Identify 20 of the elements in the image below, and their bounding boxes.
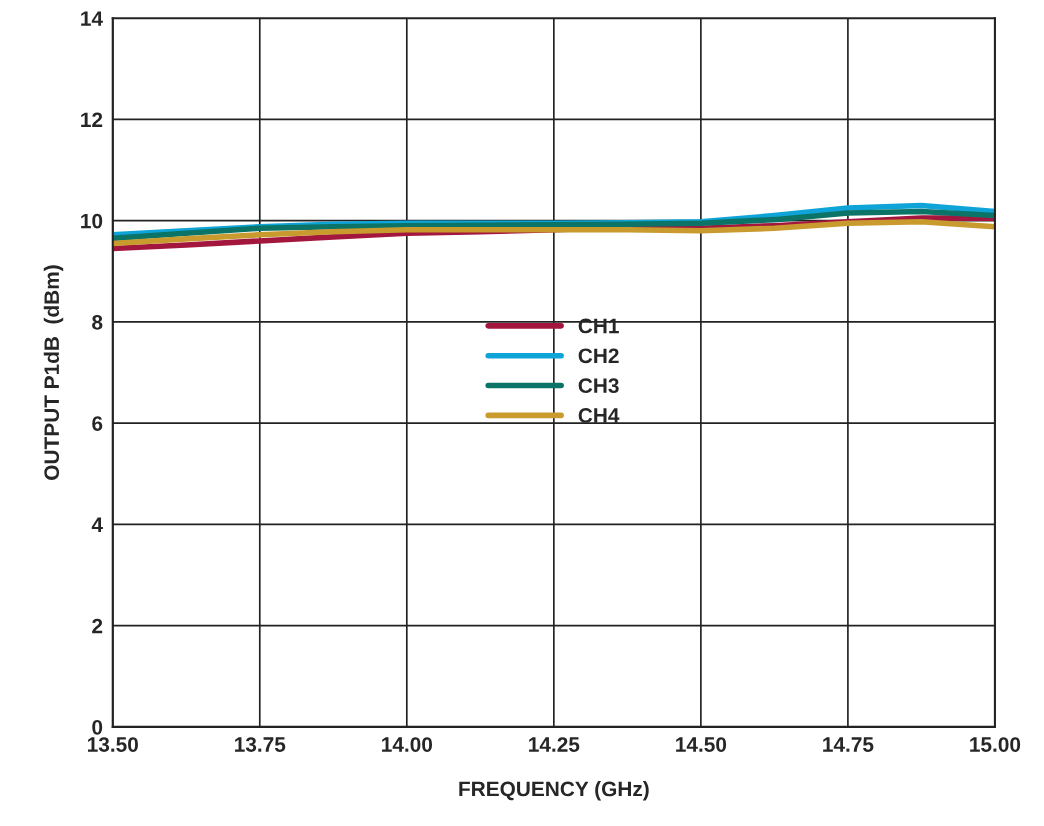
x-tick-label: 14.75 (823, 737, 874, 752)
x-tick-label: 14.00 (382, 737, 433, 752)
y-tick-label: 2 (92, 618, 103, 634)
x-tick-label: 13.50 (88, 737, 138, 752)
y-tick-label: 10 (81, 213, 103, 229)
x-tick-label: 14.50 (676, 737, 727, 752)
legend-label: CH2 (578, 348, 619, 364)
legend-label: CH3 (578, 378, 619, 394)
x-tick-label: 14.25 (529, 737, 580, 752)
x-tick-label: 15.00 (970, 737, 1021, 752)
y-axis-title: OUTPUT P1dB (dBm) (43, 265, 64, 480)
y-tick-label: 4 (91, 517, 103, 532)
x-tick-label: 13.75 (235, 737, 286, 752)
y-tick-label: 14 (81, 11, 103, 26)
y-tick-label: 0 (92, 719, 103, 735)
x-axis-title: FREQUENCY (GHz) (459, 781, 649, 801)
y-tick-label: 6 (92, 416, 103, 431)
y-tick-label: 8 (92, 314, 103, 330)
y-tick-label: 12 (81, 112, 103, 127)
legend-label: CH4 (578, 408, 620, 423)
